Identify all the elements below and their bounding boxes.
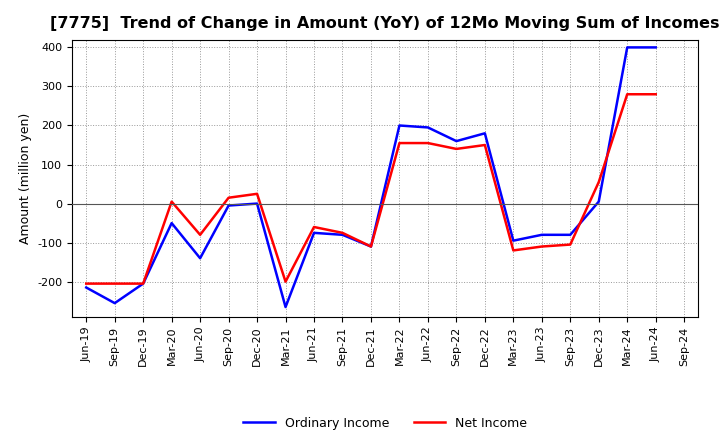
Ordinary Income [225,203,233,208]
Ordinary Income [480,131,489,136]
Net Income [537,244,546,249]
Net Income [167,199,176,204]
Ordinary Income [139,281,148,286]
Net Income [652,92,660,97]
Net Income [366,244,375,249]
Net Income [338,230,347,235]
Title: [7775]  Trend of Change in Amount (YoY) of 12Mo Moving Sum of Incomes: [7775] Trend of Change in Amount (YoY) o… [50,16,720,32]
Ordinary Income [110,301,119,306]
Net Income [623,92,631,97]
Ordinary Income [310,230,318,235]
Ordinary Income [509,238,518,243]
Net Income [110,281,119,286]
Ordinary Income [566,232,575,238]
Ordinary Income [452,139,461,144]
Ordinary Income [82,285,91,290]
Y-axis label: Amount (million yen): Amount (million yen) [19,113,32,244]
Net Income [82,281,91,286]
Net Income [310,224,318,230]
Ordinary Income [282,304,290,310]
Ordinary Income [423,125,432,130]
Legend: Ordinary Income, Net Income: Ordinary Income, Net Income [238,412,532,435]
Ordinary Income [623,45,631,50]
Ordinary Income [253,201,261,206]
Net Income [196,232,204,238]
Ordinary Income [537,232,546,238]
Ordinary Income [196,256,204,261]
Ordinary Income [366,244,375,249]
Net Income [423,140,432,146]
Net Income [253,191,261,196]
Ordinary Income [595,199,603,204]
Line: Ordinary Income: Ordinary Income [86,48,656,307]
Net Income [595,180,603,185]
Net Income [139,281,148,286]
Net Income [480,143,489,148]
Net Income [225,195,233,200]
Ordinary Income [395,123,404,128]
Net Income [509,248,518,253]
Ordinary Income [338,232,347,238]
Net Income [395,140,404,146]
Net Income [452,146,461,151]
Net Income [566,242,575,247]
Ordinary Income [652,45,660,50]
Net Income [282,279,290,284]
Line: Net Income: Net Income [86,94,656,284]
Ordinary Income [167,220,176,226]
